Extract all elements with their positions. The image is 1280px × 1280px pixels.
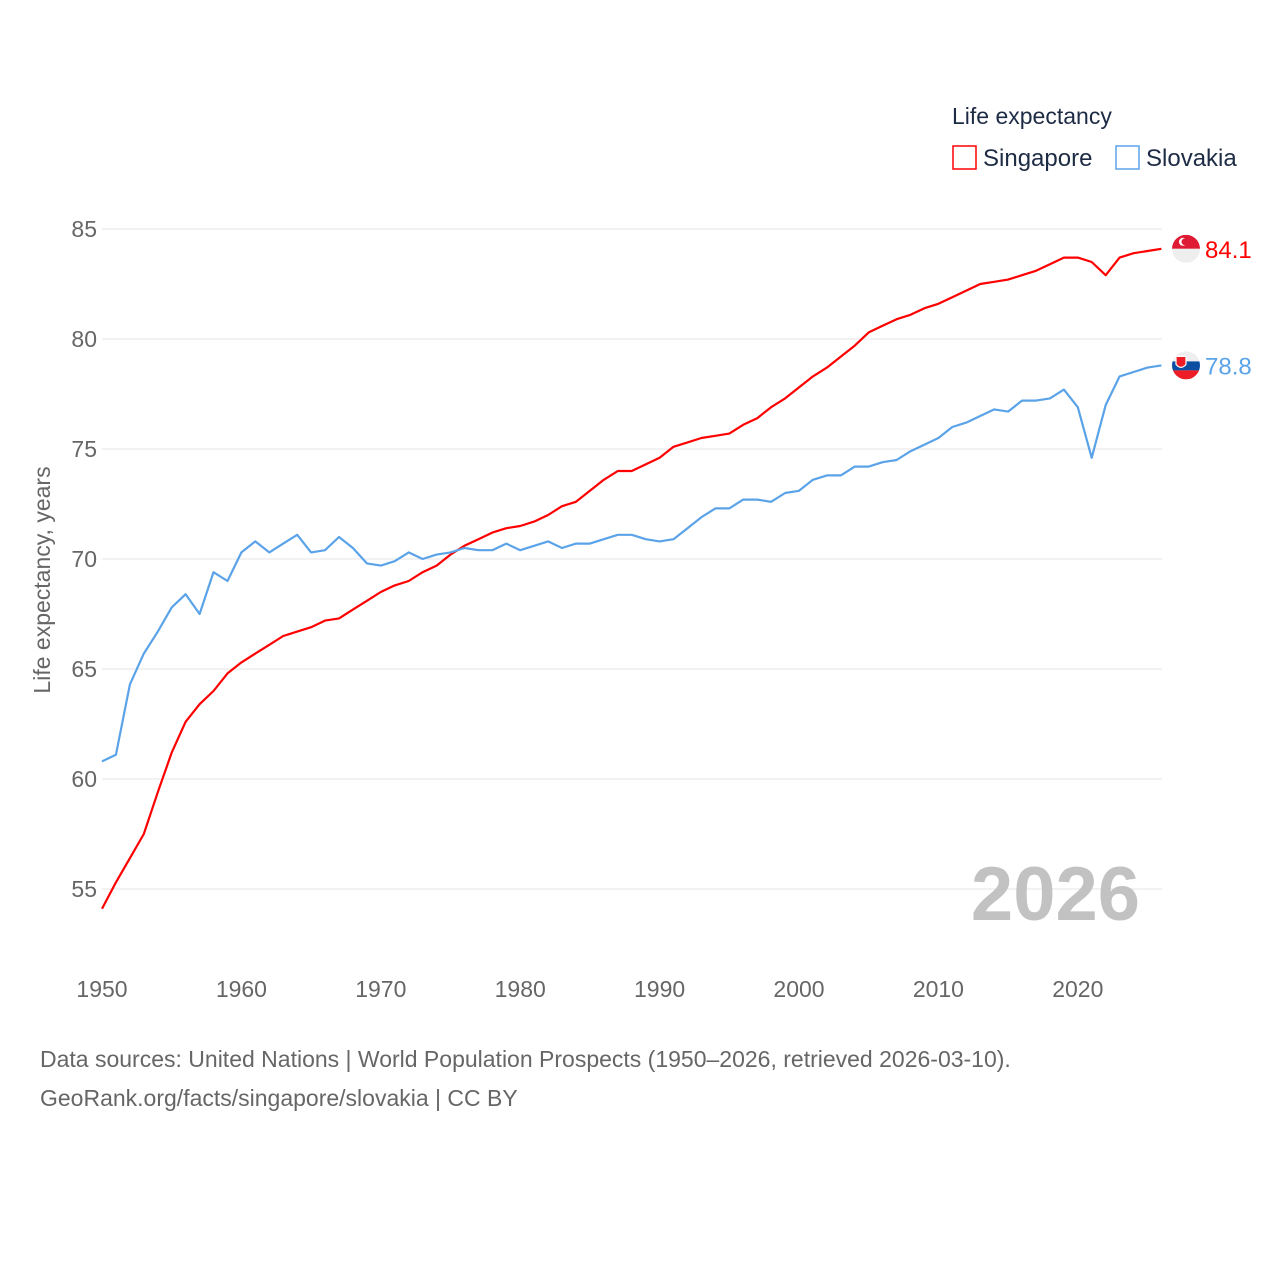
end-label-singapore: 84.1 xyxy=(1205,237,1252,264)
y-tick-label: 85 xyxy=(71,216,97,242)
y-tick-label: 80 xyxy=(71,326,97,352)
legend-title: Life expectancy xyxy=(952,103,1112,129)
y-tick-label: 55 xyxy=(71,876,97,902)
x-tick-label: 1970 xyxy=(355,976,406,1002)
series-line-slovakia xyxy=(101,364,1162,763)
credit-note: GeoRank.org/facts/singapore/slovakia | C… xyxy=(40,1085,518,1111)
data-source-note: Data sources: United Nations | World Pop… xyxy=(40,1046,1011,1072)
series-line-singapore xyxy=(101,247,1162,910)
legend-item-singapore[interactable]: Singapore xyxy=(952,145,1092,172)
x-tick-label: 1990 xyxy=(634,976,685,1002)
end-label-slovakia: 78.8 xyxy=(1205,353,1252,380)
legend-item-slovakia[interactable]: Slovakia xyxy=(1115,145,1237,172)
y-tick-label: 70 xyxy=(71,546,97,572)
flag-slovakia-icon xyxy=(1172,351,1200,380)
year-watermark: 2026 xyxy=(971,852,1140,937)
legend-label-singapore: Singapore xyxy=(983,145,1092,172)
legend: Life expectancy Singapore Slovakia xyxy=(952,103,1237,172)
x-tick-label: 1980 xyxy=(495,976,546,1002)
legend-label-slovakia: Slovakia xyxy=(1146,145,1237,172)
x-tick-label: 2000 xyxy=(773,976,824,1002)
legend-swatch-singapore xyxy=(952,145,977,170)
x-tick-label: 1950 xyxy=(76,976,127,1002)
y-axis-label: Life expectancy, years xyxy=(29,466,55,693)
y-tick-label: 65 xyxy=(71,656,97,682)
y-tick-label: 75 xyxy=(71,436,97,462)
legend-swatch-slovakia xyxy=(1115,145,1140,170)
x-tick-label: 1960 xyxy=(216,976,267,1002)
flag-singapore-icon xyxy=(1172,234,1200,263)
x-tick-label: 2020 xyxy=(1052,976,1103,1002)
y-tick-label: 60 xyxy=(71,766,97,792)
x-tick-label: 2010 xyxy=(913,976,964,1002)
